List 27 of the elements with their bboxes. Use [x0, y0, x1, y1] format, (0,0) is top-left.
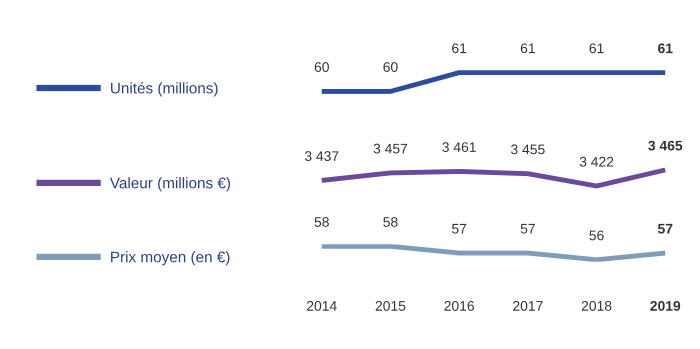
data-label: 3 465	[648, 140, 682, 151]
data-label: 57	[658, 224, 672, 234]
data-label: 3 437	[304, 151, 338, 162]
data-label: 3 461	[442, 142, 476, 152]
data-label: 61	[658, 43, 673, 54]
data-label: 61	[590, 43, 604, 54]
data-label: 3 422	[580, 156, 614, 167]
x-tick-label: 2019	[650, 301, 680, 311]
data-label: 3 457	[374, 144, 408, 154]
data-label: 57	[520, 224, 535, 234]
x-tick-label: 2017	[513, 301, 543, 311]
data-label: 57	[452, 224, 466, 234]
data-label: 58	[314, 217, 329, 227]
legend-label: Prix moyen (en €)	[111, 251, 230, 266]
data-label: 60	[314, 62, 329, 72]
x-tick-label: 2018	[582, 301, 612, 311]
x-tick-label: 2015	[376, 301, 406, 311]
data-label: 56	[589, 230, 604, 240]
data-label: 61	[520, 43, 535, 54]
x-tick-label: 2014	[306, 301, 337, 311]
data-label: 61	[452, 43, 466, 54]
legend-label: Valeur (millions €)	[110, 177, 230, 192]
x-tick-label: 2016	[444, 301, 474, 311]
data-label: 3 455	[511, 144, 545, 154]
legend-label: Unités (millions)	[111, 82, 218, 97]
data-label: 58	[383, 217, 398, 227]
data-label: 60	[383, 62, 398, 72]
